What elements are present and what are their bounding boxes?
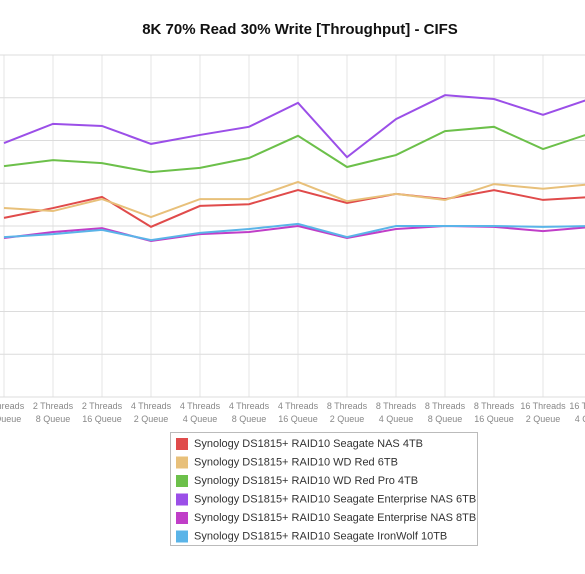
x-tick-label-line: 8 Queue [36,414,71,424]
legend-swatch [176,530,188,543]
x-tick-label: 8 Threads 4 Queue [376,401,417,424]
x-tick-label-line: 2 Queue [330,414,365,424]
x-tick-label: 4 Threads 16 Queue [278,401,319,424]
series-line [3,224,585,242]
x-tick-label-line: 2 Threads [82,401,123,411]
series-line [3,189,585,228]
x-tick-label-line: 8 Queue [428,414,463,424]
x-tick-label-line: 16 Queue [474,414,514,424]
x-tick-label-line: 8 Threads [327,401,368,411]
x-tick-label-line: 16 Threads [520,401,566,411]
series-line [3,180,585,219]
legend-label: Synology DS1815+ RAID10 Seagate Enterpri… [194,512,476,524]
x-tick-label-line: 8 Threads [474,401,515,411]
series-line [3,222,585,242]
x-tick-label-line: 4 Queue [183,414,218,424]
x-tick-label-line: 4 Threads [131,401,172,411]
x-tick-label-line: 4 Queue [0,414,21,424]
x-tick-label-line: 2 Queue [134,414,169,424]
x-tick-label-line: 8 Threads [376,401,417,411]
x-tick-label-line: 16 Threads [569,401,585,411]
x-tick-label-line: 4 Queue [379,414,414,424]
legend-swatch [176,512,188,524]
x-tick-label-line: 8 Threads [425,401,466,411]
x-tick-label: 4 Threads 8 Queue [229,401,270,424]
x-tick-label: 16 Threads 4 Queue [569,401,585,424]
chart-title: 8K 70% Read 30% Write [Throughput] - CIF… [142,21,458,38]
x-tick-label: 4 Threads 4 Queue [180,401,221,424]
x-tick-label: 2 Threads 16 Queue [82,401,123,424]
legend-swatch [176,438,188,450]
legend-label: Synology DS1815+ RAID10 Seagate Enterpri… [194,493,476,505]
x-tick-label-line: 4 Queue [575,414,585,424]
x-tick-label: 4 Threads 2 Queue [131,401,172,424]
x-tick-label-line: 16 Queue [82,414,122,424]
x-tick-label: 8 Threads 8 Queue [425,401,466,424]
x-tick-label-line: 2 Queue [526,414,561,424]
x-tick-label-line: 4 Threads [180,401,221,411]
x-tick-label: 8 Threads 2 Queue [327,401,368,424]
legend-label: Synology DS1815+ RAID10 Seagate IronWolf… [194,530,447,542]
legend-label: Synology DS1815+ RAID10 WD Red Pro 4TB [194,475,418,487]
x-tick-label: 16 Threads 2 Queue [520,401,566,424]
legend-swatch [176,493,188,506]
x-tick-label-line: 8 Queue [232,414,267,424]
legend-label: Synology DS1815+ RAID10 WD Red 6TB [194,456,398,468]
x-tick-label-line: 2 Threads [0,401,25,411]
series-line [3,125,585,174]
legend-label: Synology DS1815+ RAID10 Seagate NAS 4TB [194,438,423,450]
x-tick-label-line: 4 Threads [229,401,270,411]
x-tick-label-line: 4 Threads [278,401,319,411]
x-tick-label: 8 Threads 16 Queue [474,401,515,424]
x-tick-label: 2 Threads 4 Queue [0,401,25,424]
series-line [3,94,585,159]
x-tick-label: 2 Threads 8 Queue [33,401,74,424]
x-tick-label-line: 2 Threads [33,401,74,411]
legend-swatch [176,475,188,487]
x-tick-label-line: 16 Queue [278,414,318,424]
legend-swatch [176,456,188,469]
legend [170,432,478,546]
